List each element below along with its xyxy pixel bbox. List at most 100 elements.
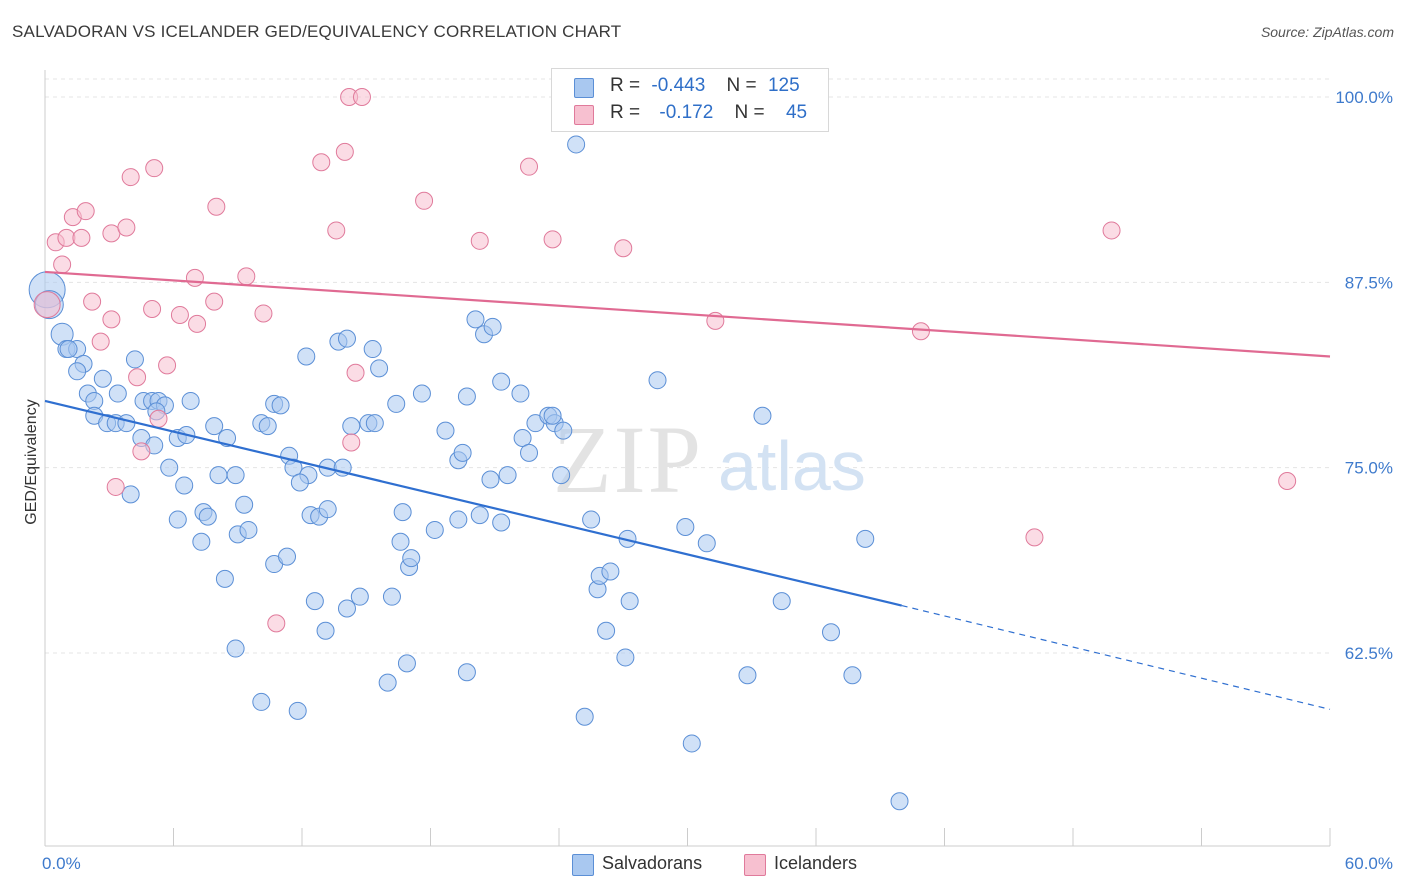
- data-point: [198, 507, 217, 526]
- data-point: [132, 442, 151, 461]
- data-point: [57, 228, 76, 247]
- data-point: [72, 228, 91, 247]
- data-point: [102, 224, 121, 243]
- data-point: [252, 692, 271, 711]
- data-point: [305, 592, 324, 611]
- trend-line-salvadorans: [44, 399, 902, 607]
- data-point: [312, 153, 331, 172]
- data-point: [218, 429, 237, 448]
- legend-swatch-salvadorans: [574, 78, 594, 98]
- data-point: [318, 500, 337, 519]
- data-point: [911, 322, 930, 341]
- x-tick-label: 60.0%: [1345, 854, 1393, 873]
- data-point: [170, 305, 189, 324]
- data-point: [121, 485, 140, 504]
- data-point: [68, 362, 87, 381]
- data-point: [160, 458, 179, 477]
- data-point: [83, 292, 102, 311]
- data-point: [821, 623, 840, 642]
- legend-r-value: -0.172: [659, 102, 714, 123]
- data-point: [567, 135, 586, 154]
- data-point: [254, 304, 273, 323]
- data-point: [145, 159, 164, 178]
- data-point: [890, 792, 909, 811]
- data-point: [449, 510, 468, 529]
- data-point: [483, 317, 502, 336]
- data-point: [1278, 472, 1297, 491]
- data-point: [290, 473, 309, 492]
- data-point: [237, 267, 256, 286]
- data-point: [342, 433, 361, 452]
- data-point: [520, 443, 539, 462]
- legend-n-label: N =: [734, 102, 765, 123]
- data-point: [258, 417, 277, 436]
- data-point: [106, 477, 125, 496]
- data-point: [402, 549, 421, 568]
- legend-n-value: 125: [767, 75, 800, 96]
- data-point: [382, 587, 401, 606]
- y-tick-labels: 62.5% 75.0% 87.5% 100.0%: [1335, 88, 1393, 663]
- series-icelanders: [33, 88, 1297, 633]
- data-point: [192, 532, 211, 551]
- watermark-zip: ZIP: [553, 406, 703, 513]
- data-point: [614, 239, 633, 258]
- data-point: [121, 168, 140, 187]
- legend-swatch-salvadorans: [572, 854, 594, 876]
- data-point: [188, 314, 207, 333]
- data-point: [543, 230, 562, 249]
- axes: [44, 70, 1331, 847]
- correlation-legend: R = -0.443 N = 125 R = -0.172 N = 45: [551, 68, 829, 132]
- data-point: [337, 329, 356, 348]
- y-tick-label: 87.5%: [1345, 273, 1393, 292]
- data-point: [391, 532, 410, 551]
- data-point: [543, 406, 562, 425]
- legend-r-label: R =: [610, 75, 641, 96]
- legend-label-icelanders: Icelanders: [774, 853, 858, 873]
- trend-line-icelanders: [44, 270, 1331, 358]
- data-point: [582, 510, 601, 529]
- data-point: [466, 310, 485, 329]
- grid-lines: [45, 78, 1330, 654]
- data-point: [327, 221, 346, 240]
- data-point: [1102, 221, 1121, 240]
- data-point: [365, 414, 384, 433]
- data-point: [207, 197, 226, 216]
- data-point: [738, 666, 757, 685]
- x-tick-label: 0.0%: [42, 854, 81, 873]
- series-legend: Salvadorans Icelanders: [0, 852, 1406, 878]
- data-point: [552, 466, 571, 485]
- trend-line-salvadorans-extension: [901, 604, 1331, 710]
- legend-swatch-icelanders: [574, 105, 594, 125]
- data-point: [128, 368, 147, 387]
- data-point: [453, 443, 472, 462]
- data-point: [470, 506, 489, 525]
- data-point: [288, 701, 307, 720]
- y-tick-label: 62.5%: [1345, 644, 1393, 663]
- data-point: [697, 534, 716, 553]
- data-point: [102, 310, 121, 329]
- data-point: [676, 517, 695, 536]
- data-point: [149, 409, 168, 428]
- data-point: [513, 429, 532, 448]
- data-point: [856, 529, 875, 548]
- data-point: [209, 466, 228, 485]
- data-point: [76, 202, 95, 221]
- data-point: [378, 673, 397, 692]
- source-label: Source: ZipAtlas.com: [1260, 24, 1394, 40]
- data-point: [168, 510, 187, 529]
- data-point: [59, 340, 78, 359]
- data-point: [271, 396, 290, 415]
- data-point: [481, 470, 500, 489]
- data-point: [554, 421, 573, 440]
- watermark: ZIP atlas: [553, 406, 866, 513]
- data-point: [682, 734, 701, 753]
- data-point: [1025, 528, 1044, 547]
- data-point: [278, 547, 297, 566]
- data-point: [412, 384, 431, 403]
- data-point: [616, 648, 635, 667]
- data-point: [457, 387, 476, 406]
- data-point: [397, 654, 416, 673]
- data-point: [575, 707, 594, 726]
- legend-r-label: R =: [610, 102, 641, 123]
